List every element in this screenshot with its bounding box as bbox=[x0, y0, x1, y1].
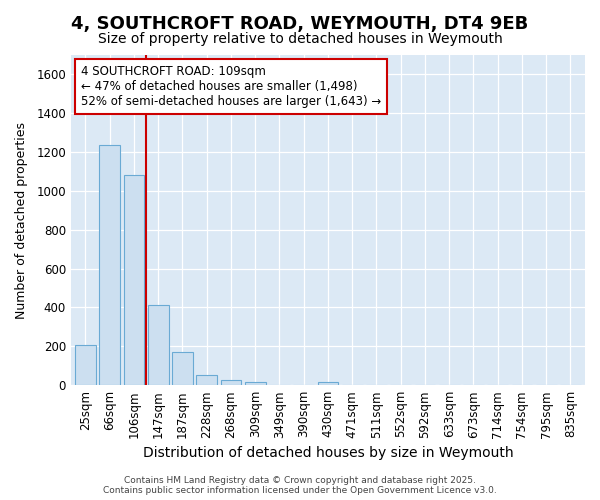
Text: 4 SOUTHCROFT ROAD: 109sqm
← 47% of detached houses are smaller (1,498)
52% of se: 4 SOUTHCROFT ROAD: 109sqm ← 47% of detac… bbox=[81, 65, 382, 108]
Y-axis label: Number of detached properties: Number of detached properties bbox=[15, 122, 28, 318]
Bar bbox=[148, 304, 169, 385]
Text: Size of property relative to detached houses in Weymouth: Size of property relative to detached ho… bbox=[98, 32, 502, 46]
Bar bbox=[196, 376, 217, 385]
Bar bbox=[172, 352, 193, 385]
X-axis label: Distribution of detached houses by size in Weymouth: Distribution of detached houses by size … bbox=[143, 446, 513, 460]
Bar bbox=[100, 146, 120, 385]
Bar bbox=[245, 382, 266, 385]
Text: Contains HM Land Registry data © Crown copyright and database right 2025.
Contai: Contains HM Land Registry data © Crown c… bbox=[103, 476, 497, 495]
Bar bbox=[75, 346, 96, 385]
Text: 4, SOUTHCROFT ROAD, WEYMOUTH, DT4 9EB: 4, SOUTHCROFT ROAD, WEYMOUTH, DT4 9EB bbox=[71, 15, 529, 33]
Bar bbox=[317, 382, 338, 385]
Bar bbox=[221, 380, 241, 385]
Bar bbox=[124, 176, 144, 385]
